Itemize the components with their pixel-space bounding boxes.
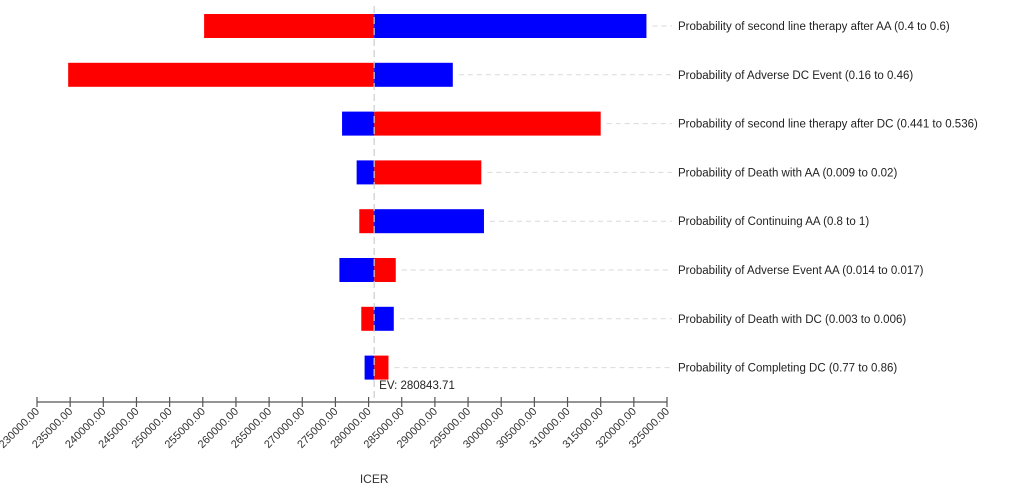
bar-labels-group: Probability of second line therapy after… xyxy=(678,21,978,375)
bar-label: Probability of second line therapy after… xyxy=(678,21,950,33)
bar-blue xyxy=(374,62,453,87)
bar-label: Probability of Adverse DC Event (0.16 to… xyxy=(678,70,913,82)
ev-label: EV: 280843.71 xyxy=(379,380,455,392)
bar-guide-lines xyxy=(394,25,672,369)
bar-red xyxy=(374,160,482,185)
bar-blue xyxy=(374,306,394,331)
bar-label: Probability of Death with AA (0.009 to 0… xyxy=(678,167,897,179)
x-axis-title: ICER xyxy=(360,472,389,485)
bar-blue xyxy=(374,14,647,38)
bar-blue xyxy=(374,209,484,234)
bar-label: Probability of Continuing AA (0.8 to 1) xyxy=(678,216,869,228)
bar-label: Probability of second line therapy after… xyxy=(678,119,978,131)
bar-blue xyxy=(342,111,375,136)
bar-blue xyxy=(364,355,375,380)
bar-blue xyxy=(356,160,375,185)
bar-label: Probability of Adverse Event AA (0.014 t… xyxy=(678,265,924,277)
bar-red xyxy=(361,306,375,331)
x-axis: 230000.00235000.00240000.00245000.002500… xyxy=(0,397,672,451)
bar-red xyxy=(204,14,375,38)
bar-label: Probability of Completing DC (0.77 to 0.… xyxy=(678,363,897,375)
bar-red xyxy=(359,209,375,234)
bar-blue xyxy=(339,258,375,282)
bar-red xyxy=(374,111,601,136)
bars-group xyxy=(68,14,647,380)
bar-red xyxy=(374,258,396,282)
bar-red xyxy=(374,355,389,380)
bar-red xyxy=(68,62,375,87)
bar-label: Probability of Death with DC (0.003 to 0… xyxy=(678,314,906,326)
